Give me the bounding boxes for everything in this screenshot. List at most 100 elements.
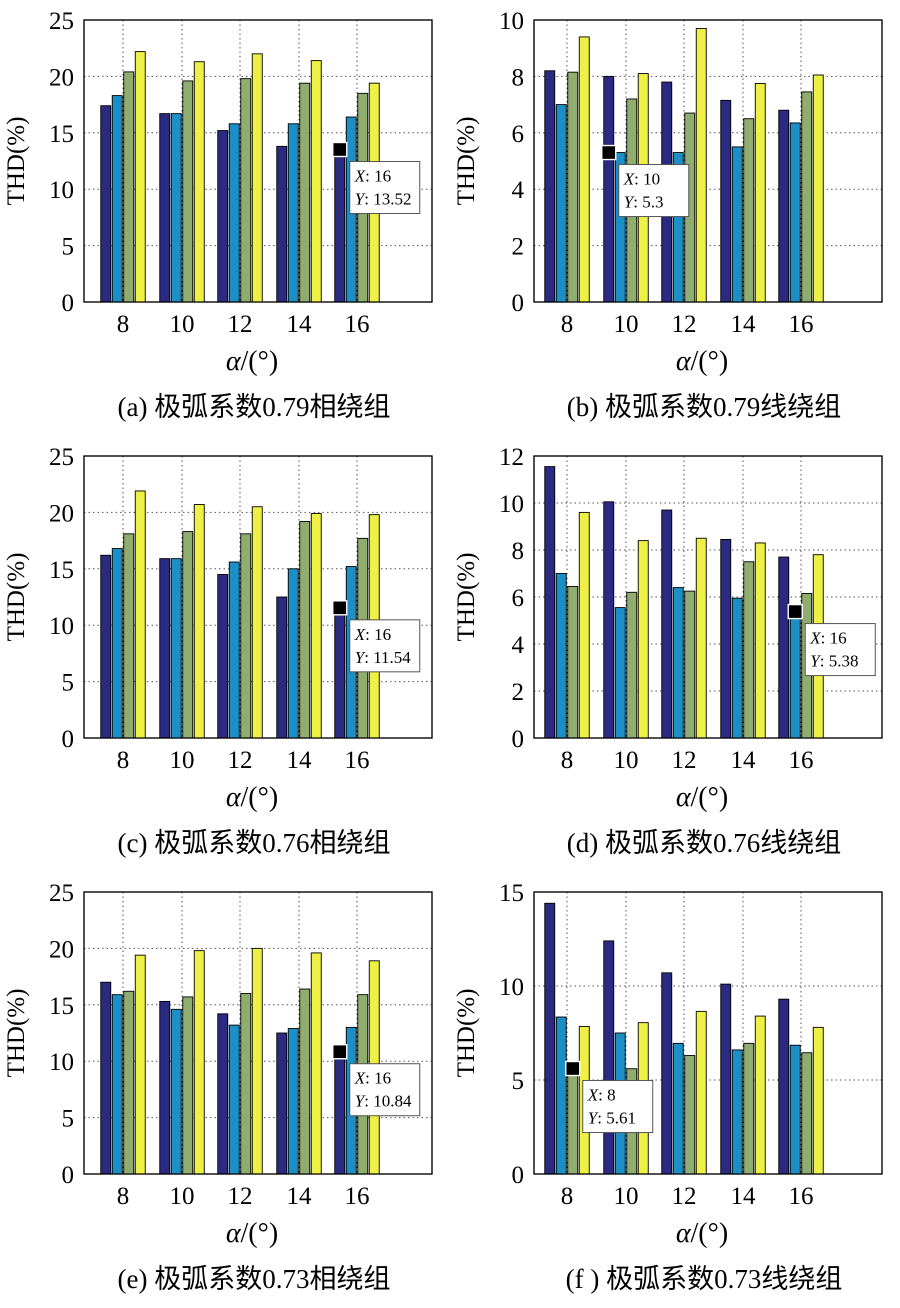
bar-14-series-1[interactable] <box>720 99 732 303</box>
bar-12-series-2[interactable] <box>228 1024 240 1175</box>
bar-8-series-1[interactable] <box>100 105 112 303</box>
bar-8-series-2[interactable] <box>555 104 567 303</box>
bar-8-series-1[interactable] <box>100 981 112 1175</box>
bar-10-series-4[interactable] <box>193 504 205 739</box>
bar-12-series-3[interactable] <box>240 993 252 1175</box>
bar-10-series-1[interactable] <box>159 113 171 303</box>
bar-14-series-1[interactable] <box>720 538 732 739</box>
bar-12-series-1[interactable] <box>661 509 673 739</box>
bar-12-series-4[interactable] <box>695 537 707 739</box>
bar-8-series-2[interactable] <box>111 95 123 303</box>
bar-12-series-4[interactable] <box>251 53 263 303</box>
bar-14-series-3[interactable] <box>299 988 311 1175</box>
bar-12-series-1[interactable] <box>217 130 229 303</box>
bar-16-series-1[interactable] <box>778 109 790 303</box>
datatip-marker[interactable] <box>332 1044 348 1060</box>
bar-16-series-2[interactable] <box>789 1044 801 1175</box>
bar-8-series-3[interactable] <box>123 71 135 303</box>
bar-16-series-2[interactable] <box>789 122 801 303</box>
bar-16-series-3[interactable] <box>801 1052 813 1175</box>
bar-8-series-1[interactable] <box>100 554 112 739</box>
bar-14-series-4[interactable] <box>754 1015 766 1175</box>
bar-16-series-4[interactable] <box>812 74 824 303</box>
bar-14-series-1[interactable] <box>276 596 288 739</box>
bar-12-series-1[interactable] <box>217 573 229 739</box>
bar-10-series-3[interactable] <box>626 591 638 739</box>
bar-8-series-4[interactable] <box>134 51 146 303</box>
bar-12-series-2[interactable] <box>672 1042 684 1175</box>
bar-10-series-1[interactable] <box>603 501 615 739</box>
bar-8-series-3[interactable] <box>567 1068 579 1175</box>
bar-10-series-2[interactable] <box>170 1008 182 1175</box>
bar-14-series-1[interactable] <box>720 983 732 1175</box>
bar-10-series-1[interactable] <box>159 558 171 739</box>
bar-8-series-4[interactable] <box>578 36 590 303</box>
bar-8-series-3[interactable] <box>567 585 579 739</box>
bar-12-series-4[interactable] <box>251 506 263 739</box>
bar-10-series-1[interactable] <box>603 75 615 303</box>
bar-8-series-2[interactable] <box>111 548 123 739</box>
bar-10-series-4[interactable] <box>193 61 205 303</box>
bar-14-series-4[interactable] <box>310 513 322 739</box>
bar-8-series-4[interactable] <box>134 954 146 1175</box>
bar-8-series-3[interactable] <box>123 990 135 1175</box>
bar-8-series-1[interactable] <box>544 466 556 739</box>
bar-12-series-2[interactable] <box>228 561 240 739</box>
bar-16-series-1[interactable] <box>334 1051 346 1175</box>
bar-14-series-2[interactable] <box>731 146 743 303</box>
bar-8-series-3[interactable] <box>567 71 579 303</box>
bar-8-series-2[interactable] <box>555 573 567 739</box>
bar-16-series-1[interactable] <box>778 556 790 739</box>
datatip-marker[interactable] <box>787 603 803 620</box>
bar-10-series-1[interactable] <box>603 940 615 1175</box>
bar-14-series-2[interactable] <box>287 123 299 303</box>
bar-12-series-4[interactable] <box>251 947 263 1175</box>
bar-14-series-2[interactable] <box>731 597 743 739</box>
bar-14-series-3[interactable] <box>299 520 311 739</box>
bar-16-series-1[interactable] <box>334 149 346 303</box>
bar-12-series-3[interactable] <box>240 533 252 739</box>
bar-8-series-1[interactable] <box>544 902 556 1175</box>
bar-14-series-4[interactable] <box>310 60 322 303</box>
bar-14-series-4[interactable] <box>754 542 766 739</box>
bar-14-series-1[interactable] <box>276 145 288 303</box>
bar-10-series-4[interactable] <box>637 540 649 739</box>
datatip-marker[interactable] <box>332 600 348 616</box>
bar-14-series-1[interactable] <box>276 1032 288 1175</box>
bar-12-series-3[interactable] <box>684 1055 696 1175</box>
bar-10-series-2[interactable] <box>170 558 182 739</box>
bar-14-series-2[interactable] <box>287 568 299 739</box>
bar-10-series-2[interactable] <box>614 607 626 739</box>
bar-16-series-2[interactable] <box>789 611 801 739</box>
bar-8-series-4[interactable] <box>578 511 590 739</box>
datatip-marker[interactable] <box>565 1060 581 1077</box>
bar-10-series-2[interactable] <box>170 113 182 303</box>
bar-10-series-4[interactable] <box>193 950 205 1175</box>
datatip-marker[interactable] <box>332 141 348 158</box>
bar-16-series-1[interactable] <box>778 998 790 1175</box>
bar-12-series-4[interactable] <box>695 1010 707 1175</box>
bar-16-series-4[interactable] <box>812 1026 824 1175</box>
bar-12-series-2[interactable] <box>672 587 684 739</box>
bar-14-series-2[interactable] <box>287 1028 299 1175</box>
bar-12-series-3[interactable] <box>240 78 252 303</box>
bar-14-series-3[interactable] <box>743 561 755 739</box>
bar-10-series-3[interactable] <box>182 996 194 1175</box>
bar-14-series-4[interactable] <box>754 82 766 303</box>
bar-12-series-2[interactable] <box>228 123 240 303</box>
bar-12-series-1[interactable] <box>217 1013 229 1175</box>
bar-12-series-4[interactable] <box>695 28 707 303</box>
bar-14-series-3[interactable] <box>743 1042 755 1175</box>
bar-14-series-3[interactable] <box>299 82 311 303</box>
bar-12-series-1[interactable] <box>661 972 673 1175</box>
bar-16-series-3[interactable] <box>801 91 813 303</box>
bar-8-series-2[interactable] <box>555 1016 567 1175</box>
bar-14-series-3[interactable] <box>743 118 755 303</box>
datatip-marker[interactable] <box>601 144 617 161</box>
bar-10-series-1[interactable] <box>159 1000 171 1175</box>
bar-16-series-1[interactable] <box>334 607 346 739</box>
bar-8-series-3[interactable] <box>123 533 135 739</box>
bar-8-series-4[interactable] <box>134 490 146 739</box>
bar-10-series-3[interactable] <box>182 80 194 303</box>
bar-10-series-3[interactable] <box>182 531 194 739</box>
